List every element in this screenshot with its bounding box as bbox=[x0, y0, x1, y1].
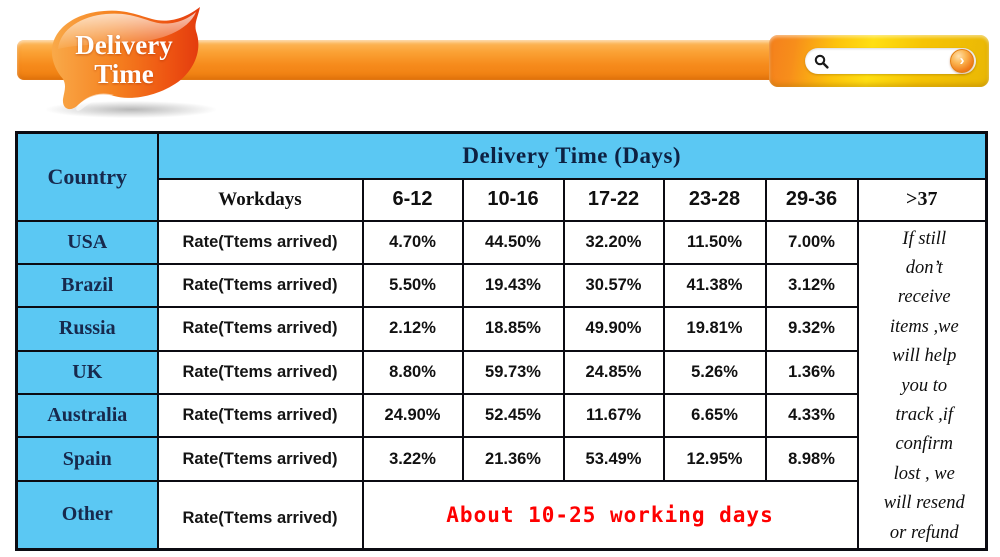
search-submit-button[interactable]: › bbox=[950, 49, 974, 73]
search-panel: › bbox=[769, 35, 989, 87]
rate-value: 24.85% bbox=[562, 349, 665, 396]
rate-value: 9.32% bbox=[764, 306, 859, 352]
day-range-header-row: Workdays 6-12 10-16 17-22 23-28 29-36 >3… bbox=[17, 177, 988, 222]
rate-value: 49.90% bbox=[562, 306, 665, 352]
range-header-1: 6-12 bbox=[361, 177, 464, 222]
rate-value: 18.85% bbox=[461, 306, 565, 352]
rate-label-cell: Rate(Ttems arrived) bbox=[156, 436, 364, 482]
country-cell: Russia bbox=[15, 306, 159, 352]
rate-value: 30.57% bbox=[562, 262, 665, 309]
range-header-5: 29-36 bbox=[764, 177, 859, 222]
table-row-australia: Australia Rate(Ttems arrived) 24.90% 52.… bbox=[15, 393, 987, 439]
rate-value: 44.50% bbox=[461, 219, 565, 265]
table-row-brazil: Brazil Rate(Ttems arrived) 5.50% 19.43% … bbox=[15, 262, 987, 309]
rate-value: 52.45% bbox=[461, 393, 565, 439]
country-header: Country bbox=[15, 131, 159, 222]
search-input[interactable] bbox=[835, 51, 935, 71]
range-header-4: 23-28 bbox=[662, 177, 767, 222]
country-cell: Brazil bbox=[15, 262, 159, 309]
delivery-time-ribbon: Delivery Time bbox=[36, 3, 208, 117]
country-cell: Australia bbox=[15, 393, 159, 439]
rate-label-cell: Rate(Ttems arrived) bbox=[156, 306, 364, 352]
rate-value: 11.50% bbox=[662, 219, 767, 265]
rate-value: 19.43% bbox=[461, 262, 565, 309]
rate-value: 32.20% bbox=[562, 219, 665, 265]
rate-value: 41.38% bbox=[662, 262, 767, 309]
workdays-header: Workdays bbox=[156, 177, 364, 222]
over37-note-cell: If still don’t receive items ,we will he… bbox=[856, 219, 988, 551]
ribbon-shadow bbox=[46, 101, 216, 118]
other-delivery-note: About 10-25 working days bbox=[361, 479, 859, 551]
table-row-usa: USA Rate(Ttems arrived) 4.70% 44.50% 32.… bbox=[15, 219, 988, 551]
rate-label-cell: Rate(Ttems arrived) bbox=[156, 393, 364, 439]
rate-value: 8.98% bbox=[764, 436, 859, 482]
rate-value: 53.49% bbox=[562, 436, 665, 482]
rate-value: 5.26% bbox=[662, 349, 767, 396]
ribbon-title: Delivery Time bbox=[36, 3, 196, 103]
rate-value: 3.12% bbox=[764, 262, 859, 309]
table-row-spain: Spain Rate(Ttems arrived) 3.22% 21.36% 5… bbox=[15, 436, 987, 482]
rate-value: 2.12% bbox=[361, 306, 464, 352]
rate-value: 6.65% bbox=[662, 393, 767, 439]
ribbon-title-line2: Time bbox=[94, 59, 154, 89]
ribbon-leaf-icon bbox=[51, 7, 200, 111]
rate-value: 24.90% bbox=[361, 393, 464, 439]
table-row-uk: UK Rate(Ttems arrived) 8.80% 59.73% 24.8… bbox=[15, 349, 987, 396]
rate-value: 59.73% bbox=[461, 349, 565, 396]
rate-value: 3.22% bbox=[361, 436, 464, 482]
rate-label-cell: Rate(Ttems arrived) bbox=[156, 262, 364, 309]
ribbon-title-line1: Delivery bbox=[75, 30, 173, 60]
rate-label-cell: Rate(Ttems arrived) bbox=[156, 219, 364, 265]
search-box[interactable]: › bbox=[805, 48, 976, 74]
delivery-time-table: Country Delivery Time (Days) Workdays 6-… bbox=[15, 131, 989, 551]
rate-value: 19.81% bbox=[662, 306, 767, 352]
rate-value: 21.36% bbox=[461, 436, 565, 482]
rate-value: 4.70% bbox=[361, 219, 464, 265]
rate-label-cell: Rate(Ttems arrived) bbox=[156, 479, 364, 551]
range-header-over37: >37 bbox=[856, 177, 988, 222]
rate-value: 4.33% bbox=[764, 393, 859, 439]
table-row-russia: Russia Rate(Ttems arrived) 2.12% 18.85% … bbox=[15, 306, 987, 352]
rate-value: 5.50% bbox=[361, 262, 464, 309]
rate-value: 8.80% bbox=[361, 349, 464, 396]
range-header-2: 10-16 bbox=[461, 177, 565, 222]
search-icon bbox=[814, 54, 829, 69]
country-cell: USA bbox=[15, 219, 159, 265]
table-header-row: Country Delivery Time (Days) bbox=[15, 131, 988, 222]
rate-value: 11.67% bbox=[562, 393, 665, 439]
country-cell: UK bbox=[15, 349, 159, 396]
rate-value: 12.95% bbox=[662, 436, 767, 482]
range-header-3: 17-22 bbox=[562, 177, 665, 222]
group-header: Delivery Time (Days) bbox=[156, 131, 988, 180]
rate-label-cell: Rate(Ttems arrived) bbox=[156, 349, 364, 396]
country-cell: Other bbox=[15, 479, 159, 551]
rate-value: 7.00% bbox=[764, 219, 859, 265]
table-row-other: Other Rate(Ttems arrived) About 10-25 wo… bbox=[15, 479, 987, 551]
country-cell: Spain bbox=[15, 436, 159, 482]
rate-value: 1.36% bbox=[764, 349, 859, 396]
